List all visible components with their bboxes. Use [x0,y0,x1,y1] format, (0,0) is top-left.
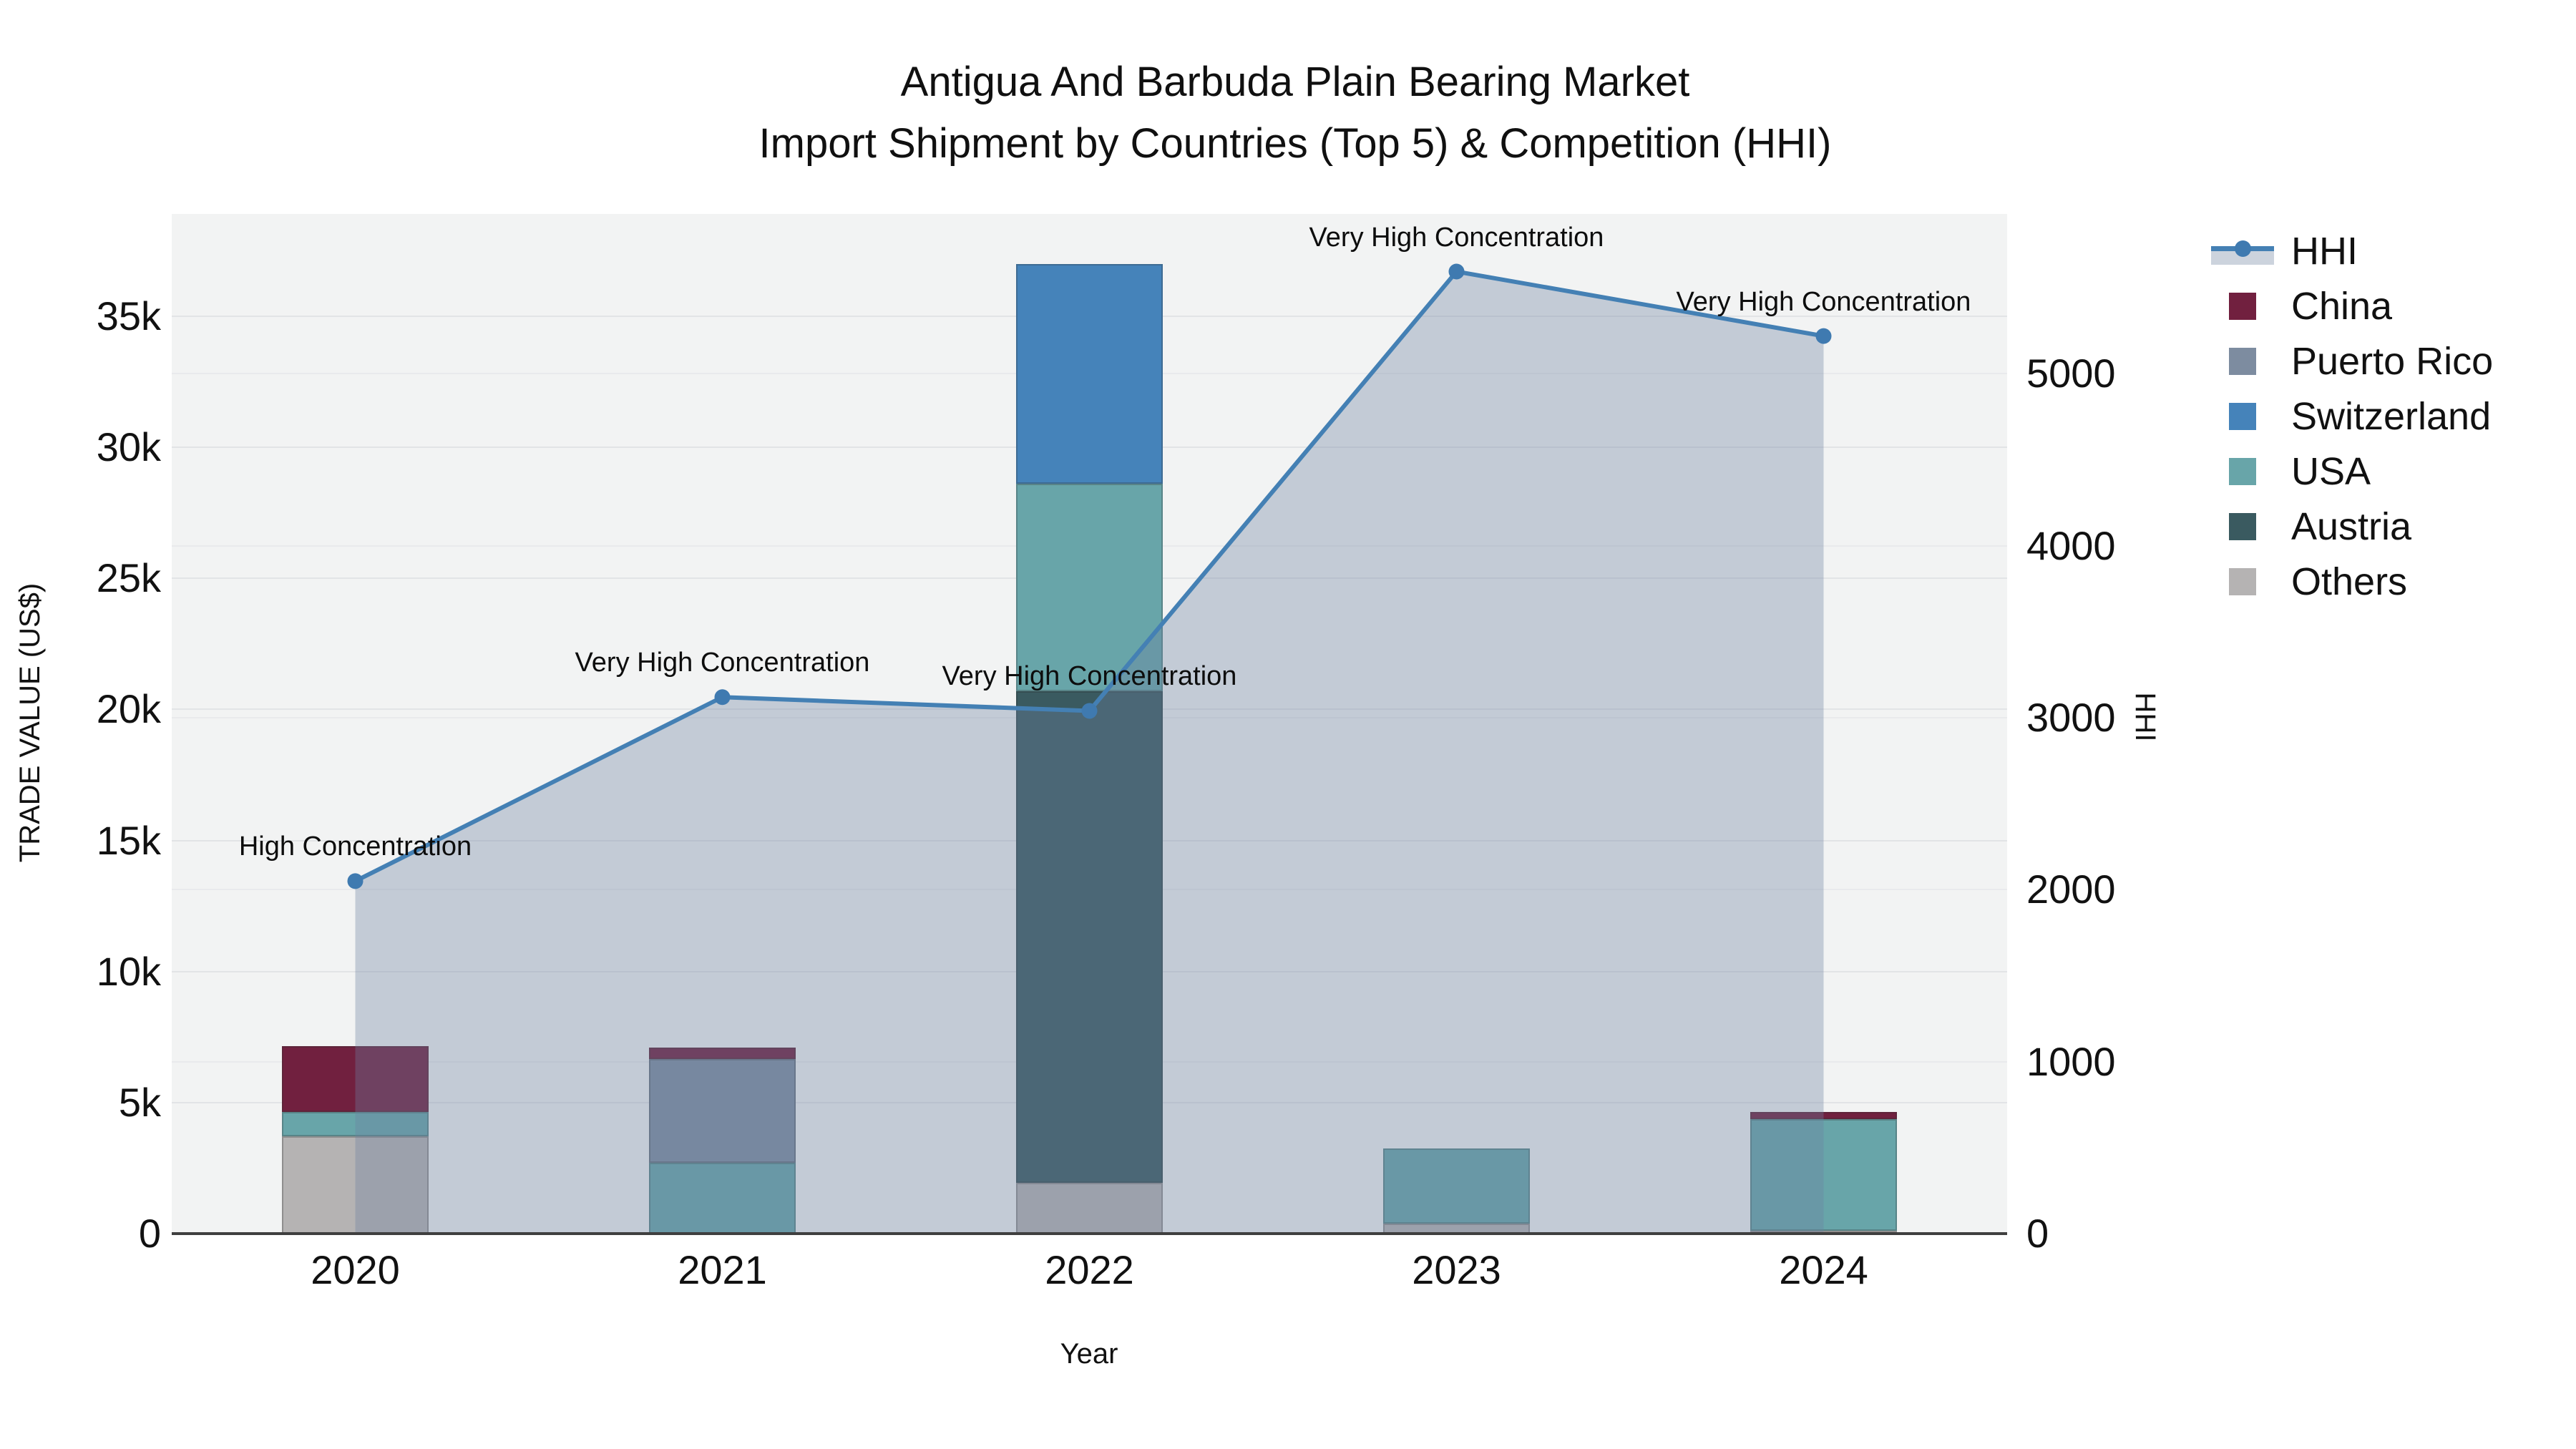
y-tick-label: 3000 [2026,695,2116,741]
legend-item-china[interactable]: China [2211,287,2493,326]
x-tick-label: 2020 [311,1247,400,1292]
hhi-annotation: Very High Concentration [1309,222,1604,253]
chart-title-line2: Import Shipment by Countries (Top 5) & C… [758,120,1832,167]
y-tick-label: 25k [96,555,161,601]
y-tick-label: 5k [118,1079,161,1125]
bar-segment-others [1750,1230,1897,1234]
legend-color-swatch-icon [2211,458,2274,485]
bar-segment-others [1383,1224,1530,1234]
chart-title: Antigua And Barbuda Plain Bearing Market… [759,52,1832,175]
bar-segment-others [1016,1182,1163,1234]
legend-color-swatch-icon [2211,513,2274,540]
y-tick-label: 35k [96,293,161,338]
bar-segment-usa [1016,484,1163,691]
bar-segment-others [282,1136,429,1234]
legend: HHI China Puerto Rico Switzerland USA Austria… [2211,232,2493,601]
legend-item-puerto-rico[interactable]: Puerto Rico [2211,342,2493,381]
y-tick-label: 0 [138,1211,161,1256]
bar-segment-austria [1016,691,1163,1183]
legend-color-swatch-icon [2211,568,2274,595]
hhi-annotation: Very High Concentration [942,661,1237,692]
legend-item-usa[interactable]: USA [2211,452,2493,491]
x-axis-title: Year [1060,1338,1118,1370]
bar-segment-usa [1383,1148,1530,1224]
legend-label: Others [2291,560,2408,603]
bar-segment-usa [649,1163,796,1234]
x-tick-label: 2024 [1779,1247,1868,1292]
hhi-annotation: Very High Concentration [575,648,870,678]
legend-color-swatch-icon [2211,293,2274,320]
bar-segment-china [649,1047,796,1060]
y-tick-label: 15k [96,817,161,863]
hhi-annotation: Very High Concentration [1676,286,1971,317]
legend-label: USA [2291,450,2371,493]
x-axis-line [172,1232,2007,1235]
x-tick-label: 2021 [678,1247,767,1292]
bar-segment-china [1750,1112,1897,1119]
legend-color-swatch-icon [2211,403,2274,430]
y-tick-label: 20k [96,686,161,732]
hhi-line-swatch-icon [2211,236,2274,266]
chart-title-line1: Antigua And Barbuda Plain Bearing Market [900,59,1690,105]
x-tick-label: 2023 [1412,1247,1501,1292]
legend-label: Switzerland [2291,395,2492,438]
bar-segment-usa [282,1111,429,1137]
hhi-annotation: High Concentration [238,831,472,862]
legend-item-hhi[interactable]: HHI [2211,232,2493,270]
legend-label: Austria [2291,505,2412,548]
y-tick-label: 10k [96,948,161,994]
legend-label: HHI [2291,230,2358,273]
y-axis-title-left: TRADE VALUE (US$) [14,582,46,863]
bar-segment-switzerland [1016,263,1163,484]
legend-item-others[interactable]: Others [2211,562,2493,601]
bar-segment-puerto-rico [649,1059,796,1163]
bar-segment-usa [1750,1118,1897,1231]
legend-label: China [2291,285,2393,328]
y-tick-label: 1000 [2026,1038,2116,1084]
legend-color-swatch-icon [2211,348,2274,375]
legend-item-switzerland[interactable]: Switzerland [2211,397,2493,436]
x-tick-label: 2022 [1045,1247,1134,1292]
legend-label: Puerto Rico [2291,340,2494,383]
bar-segment-china [282,1046,429,1112]
y-tick-label: 2000 [2026,867,2116,912]
legend-item-austria[interactable]: Austria [2211,507,2493,546]
y-axis-title-right: HHI [2129,692,2161,742]
y-tick-label: 0 [2026,1211,2049,1256]
y-tick-label: 30k [96,424,161,470]
y-tick-label: 4000 [2026,522,2116,568]
y-tick-label: 5000 [2026,351,2116,396]
